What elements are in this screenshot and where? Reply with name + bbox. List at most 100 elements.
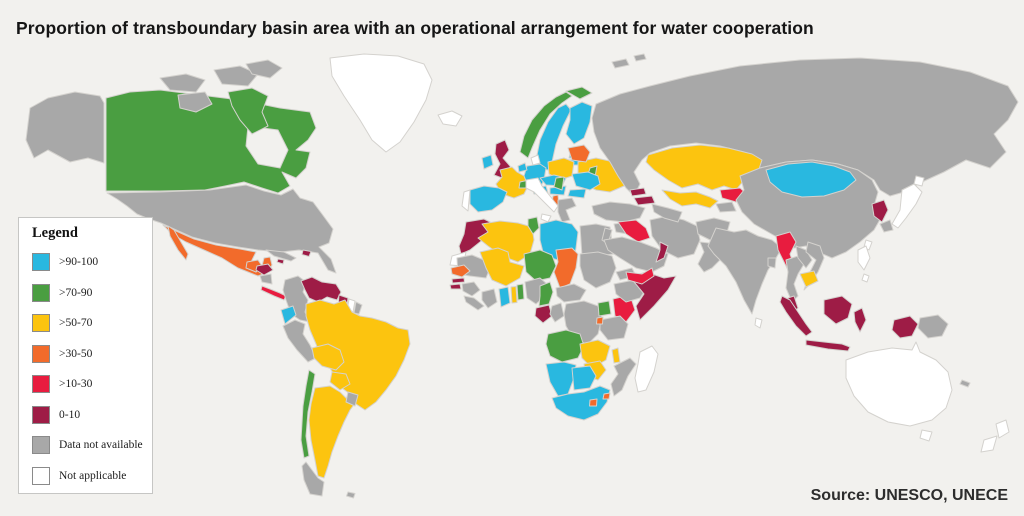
legend-items: >90-100 >70-90 >50-70 >30-50 >10-30 0-10 Data … (32, 247, 146, 491)
country-benin (516, 283, 525, 301)
country-paraguay (329, 371, 351, 391)
country-falklands (346, 491, 356, 499)
legend-item-50-70: >50-70 (32, 308, 146, 339)
legend-swatch-not-applicable (32, 466, 50, 485)
country-belarus (567, 144, 591, 163)
country-new-zealand-north (995, 419, 1010, 439)
country-greenland (329, 53, 433, 153)
legend-label-90-100: >90-100 (59, 256, 99, 269)
legend: Legend >90-100 >70-90 >50-70 >30-50 >10-30 0-… (18, 217, 153, 494)
country-nicaragua (259, 273, 273, 285)
country-togo (510, 286, 518, 304)
country-gambia (451, 277, 465, 284)
country-central-african-republic (555, 283, 587, 303)
country-turkmenistan (651, 203, 683, 223)
country-iceland (437, 110, 463, 127)
country-baffin-island (227, 87, 269, 135)
country-armenia-azerbaijan (633, 195, 656, 206)
country-argentina (308, 385, 357, 479)
country-italy (525, 177, 559, 213)
country-mexico (162, 224, 273, 277)
legend-title: Legend (32, 225, 78, 241)
country-victoria-island (177, 91, 213, 113)
country-swaziland (602, 392, 611, 400)
country-namibia (545, 361, 577, 397)
country-costa-rica-panama (260, 285, 287, 301)
country-honduras (255, 263, 274, 276)
country-oman (655, 241, 669, 263)
country-poland (547, 157, 575, 181)
country-turkey (591, 201, 646, 223)
country-botswana (571, 365, 597, 391)
legend-item-not-applicable: Not applicable (32, 461, 146, 492)
country-south-korea (879, 219, 894, 233)
country-arctic-island (159, 73, 206, 93)
country-yemen (625, 267, 655, 285)
country-spain (469, 185, 508, 213)
country-norway (519, 91, 573, 159)
country-bangladesh (767, 257, 777, 269)
legend-label-not-applicable: Not applicable (59, 469, 127, 482)
country-angola (545, 329, 585, 363)
country-sri-lanka (754, 317, 763, 329)
country-mali (479, 247, 525, 287)
country-canada (105, 89, 317, 194)
country-chile (300, 369, 316, 459)
country-philippines (861, 273, 870, 283)
country-papua-west (891, 315, 919, 339)
country-japan (891, 183, 923, 229)
country-ellesmere-island (245, 59, 283, 79)
country-bulgaria (567, 188, 587, 199)
country-alaska (25, 91, 105, 164)
country-niger (523, 249, 557, 282)
country-jamaica (276, 258, 285, 265)
country-mexico-baja (167, 225, 189, 261)
legend-label-50-70: >50-70 (59, 317, 93, 330)
country-portugal (461, 189, 471, 212)
country-tanzania (599, 315, 629, 341)
country-bolivia (311, 343, 345, 371)
country-sudan (579, 251, 617, 289)
country-hispaniola (301, 249, 312, 257)
country-mongolia (765, 161, 857, 198)
country-georgia (629, 187, 647, 197)
country-zambia (579, 339, 611, 369)
legend-item-no-data: Data not available (32, 430, 146, 461)
legend-label-70-90: >70-90 (59, 286, 93, 299)
country-guinea (461, 281, 481, 297)
country-ecuador (280, 305, 297, 325)
country-new-caledonia (959, 379, 971, 388)
country-guinea-bissau (449, 283, 462, 290)
legend-swatch-30-50 (32, 344, 50, 363)
country-malawi (611, 347, 621, 364)
country-cuba (265, 249, 297, 262)
country-borneo (823, 295, 853, 325)
country-iraq (617, 219, 651, 243)
country-benelux (517, 162, 528, 173)
legend-label-0-10: 0-10 (59, 408, 81, 421)
legend-swatch-90-100 (32, 253, 50, 272)
country-venezuela (300, 276, 342, 303)
country-ireland (481, 154, 494, 170)
country-rwanda-burundi (596, 316, 604, 325)
legend-label-no-data: Data not available (59, 439, 143, 452)
country-lesotho (589, 398, 598, 407)
country-uzbekistan (661, 189, 719, 209)
country-tasmania (919, 429, 933, 442)
country-japan-hokkaido (913, 175, 925, 187)
country-south-africa (551, 385, 611, 421)
country-sulawesi (853, 307, 867, 333)
country-serbia (553, 176, 565, 191)
country-cambodia (799, 270, 819, 288)
legend-swatch-no-data (32, 436, 50, 455)
country-uruguay (345, 391, 359, 407)
water-hudson-bay (245, 125, 289, 169)
source-attribution: Source: UNESCO, UNECE (810, 487, 1008, 504)
legend-swatch-0-10 (32, 405, 50, 424)
country-arctic-island (213, 65, 259, 87)
legend-label-30-50: >30-50 (59, 347, 93, 360)
country-sweden (535, 103, 572, 171)
country-greece (557, 197, 577, 223)
